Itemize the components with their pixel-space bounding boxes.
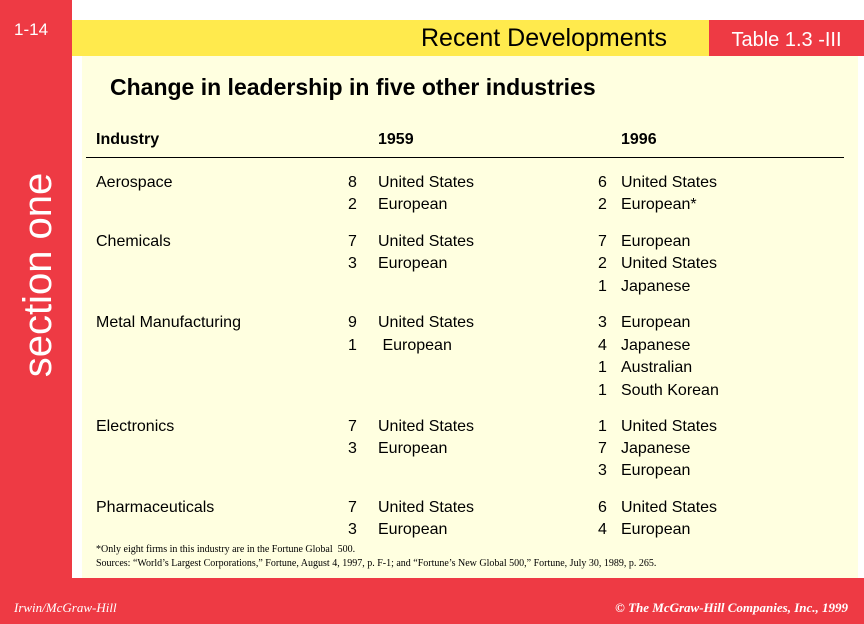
cell-country-1996: United States: [621, 174, 718, 191]
section-label-text: section one: [16, 172, 60, 378]
cell-industry: Chemicals: [96, 233, 171, 250]
cell-count-1959: 2: [348, 196, 357, 213]
cell-count-1959: 7: [348, 233, 357, 250]
cell-industry: Metal Manufacturing: [96, 314, 241, 331]
cell-count-1996: 1: [598, 382, 607, 399]
column-header-1996: 1996: [621, 131, 657, 148]
cell-country-1996: South Korean: [621, 382, 719, 399]
cell-country-1959: European: [378, 521, 448, 538]
cell-count-1996: 3: [598, 314, 607, 331]
cell-count-1996: 1: [598, 359, 607, 376]
footer-band: [0, 578, 864, 624]
sources-text: Sources: “World’s Largest Corporations,”…: [96, 558, 657, 569]
cell-count-1959: 1: [348, 337, 357, 354]
cell-count-1996: 4: [598, 337, 607, 354]
cell-country-1996: Japanese: [621, 440, 691, 457]
footnotes: *Only eight firms in this industry are i…: [96, 543, 656, 571]
cell-count-1959: 3: [348, 521, 357, 538]
column-header-industry: Industry: [96, 131, 160, 148]
cell-country-1996: European: [621, 314, 691, 331]
cell-country-1959: United States: [378, 174, 475, 191]
cell-country-1996: United States: [621, 499, 718, 516]
cell-country-1959: United States: [378, 418, 475, 435]
cell-count-1996: 2: [598, 196, 607, 213]
header-title: Recent Developments: [421, 24, 667, 52]
cell-count-1996: 3: [598, 462, 607, 479]
cell-country-1996: Australian: [621, 359, 693, 376]
cell-industry: Aerospace: [96, 174, 173, 191]
cell-country-1959: United States: [378, 233, 475, 250]
column-header-1959: 1959: [378, 131, 414, 148]
cell-count-1959: 3: [348, 440, 357, 457]
cell-country-1959: European: [378, 337, 452, 354]
cell-country-1996: Japanese: [621, 337, 691, 354]
footer-copyright: © The McGraw-Hill Companies, Inc., 1999: [615, 600, 848, 615]
cell-country-1996: United States: [621, 255, 718, 272]
cell-industry: Pharmaceuticals: [96, 499, 215, 516]
cell-country-1959: United States: [378, 314, 475, 331]
cell-industry: Electronics: [96, 418, 175, 435]
cell-count-1959: 7: [348, 418, 357, 435]
content-panel: [82, 56, 858, 578]
table-tag: Table 1.3 -III: [709, 20, 864, 56]
cell-country-1959: United States: [378, 499, 475, 516]
cell-count-1996: 1: [598, 418, 607, 435]
cell-country-1959: European: [378, 440, 448, 457]
cell-country-1959: European: [378, 255, 448, 272]
page-title: Change in leadership in five other indus…: [110, 74, 596, 100]
cell-count-1959: 9: [348, 314, 357, 331]
cell-count-1996: 7: [598, 233, 607, 250]
cell-country-1996: European: [621, 233, 691, 250]
cell-count-1996: 6: [598, 499, 607, 516]
footnote-text: *Only eight firms in this industry are i…: [96, 544, 356, 555]
cell-count-1996: 7: [598, 440, 607, 457]
cell-count-1959: 7: [348, 499, 357, 516]
cell-count-1996: 2: [598, 255, 607, 272]
cell-country-1996: European: [621, 462, 691, 479]
cell-country-1959: European: [378, 196, 448, 213]
slide-number: 1-14: [14, 20, 49, 39]
cell-country-1996: European*: [621, 196, 697, 213]
cell-country-1996: United States: [621, 418, 718, 435]
footer-publisher: Irwin/McGraw-Hill: [14, 600, 117, 615]
header-divider: [86, 157, 844, 158]
cell-count-1996: 1: [598, 278, 607, 295]
cell-country-1996: European: [621, 521, 691, 538]
left-sidebar-band: [0, 0, 72, 578]
cell-count-1959: 3: [348, 255, 357, 272]
cell-count-1959: 8: [348, 174, 357, 191]
cell-country-1996: Japanese: [621, 278, 691, 295]
cell-count-1996: 6: [598, 174, 607, 191]
cell-count-1996: 4: [598, 521, 607, 538]
